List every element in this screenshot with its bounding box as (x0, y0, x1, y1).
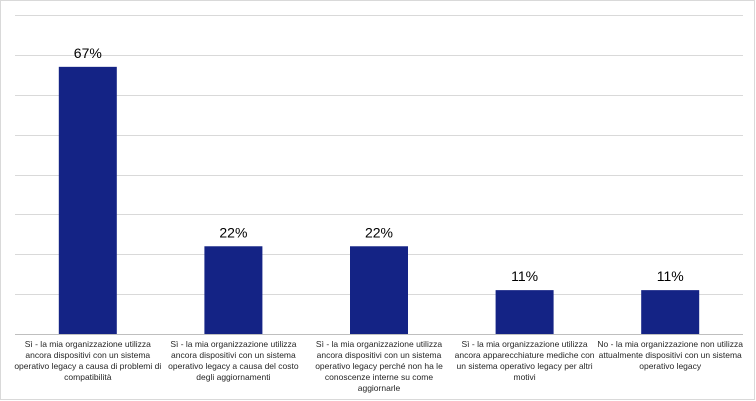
data-label-3: 22% (365, 224, 393, 240)
data-label-1: 67% (74, 45, 102, 61)
category-label-5: No - la mia organizzazione non utilizza … (597, 339, 743, 371)
bar-4 (495, 290, 554, 334)
category-label-4: Sì - la mia organizzazione utilizza anco… (454, 339, 595, 382)
data-label-2: 22% (219, 224, 247, 240)
data-label-5: 11% (657, 268, 684, 284)
category-label-3: Sì - la mia organizzazione utilizza anco… (315, 339, 443, 393)
category-label-2: Sì - la mia organizzazione utilizza anco… (168, 339, 299, 382)
bar-3 (350, 246, 408, 334)
category-label-1: Sì - la mia organizzazione utilizza anco… (14, 339, 162, 382)
bar-5 (641, 290, 700, 334)
bar-2 (204, 246, 263, 334)
data-label-4: 11% (511, 268, 538, 284)
bar-1 (58, 66, 117, 335)
